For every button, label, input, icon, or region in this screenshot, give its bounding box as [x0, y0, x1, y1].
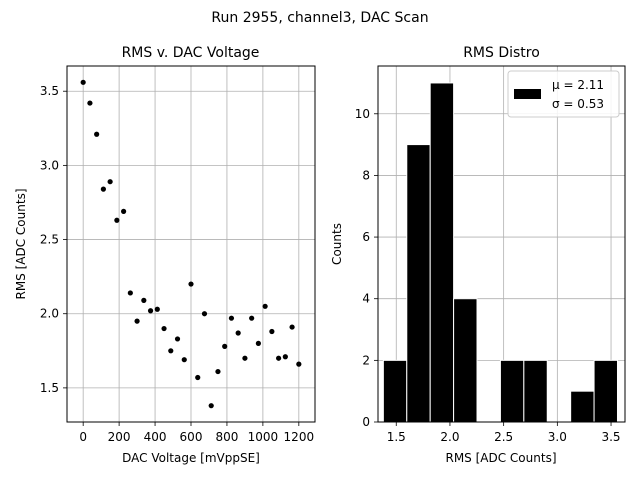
histogram-axes-frame — [377, 65, 626, 423]
y-tick-label: 3.5 — [40, 84, 59, 98]
histogram-bar — [429, 82, 455, 423]
y-tick-label: 8 — [362, 168, 370, 182]
histogram-bar — [382, 359, 408, 423]
histogram-bar — [499, 359, 525, 423]
scatter-point — [181, 357, 187, 363]
y-tick-label: 2.0 — [40, 307, 59, 321]
histogram-bar — [453, 298, 478, 423]
scatter-point — [269, 328, 275, 335]
histogram-bars — [382, 82, 618, 423]
x-tick-label: 1.5 — [387, 430, 406, 444]
scatter-point — [114, 217, 120, 223]
histogram-y-ticks: 0 2 4 6 8 10 — [355, 107, 378, 429]
x-tick-label: 0 — [79, 430, 87, 444]
figure-suptitle: Run 2955, channel3, DAC Scan — [211, 10, 428, 26]
y-tick-label: 10 — [355, 107, 370, 121]
histogram-x-ticks: 1.5 2.0 2.5 3.0 3.5 — [387, 422, 621, 444]
y-tick-label: 1.5 — [40, 381, 59, 395]
y-tick-label: 4 — [362, 292, 370, 306]
scatter-point — [262, 303, 268, 309]
scatter-points — [80, 79, 302, 409]
scatter-point — [141, 297, 147, 303]
y-tick-label: 6 — [362, 230, 370, 244]
scatter-point — [100, 186, 106, 192]
scatter-point — [208, 403, 214, 409]
x-tick-label: 2.0 — [440, 430, 459, 444]
x-tick-label: 3.5 — [601, 430, 620, 444]
scatter-point — [276, 355, 282, 361]
scatter-xlabel: DAC Voltage [mVppSE] — [122, 451, 260, 465]
scatter-grid — [67, 66, 315, 422]
scatter-point — [201, 311, 208, 317]
scatter-x-ticks: 0 200 400 600 800 1000 1200 — [79, 422, 314, 444]
y-tick-label: 2 — [362, 353, 370, 367]
histogram-bar — [570, 390, 595, 423]
histogram-panel: RMS Distro 1.5 2.0 2.5 3.0 3.5 0 2 4 6 8 10 RMS [… — [330, 45, 626, 465]
scatter-point — [188, 281, 194, 287]
scatter-point — [249, 315, 255, 321]
legend-swatch — [514, 89, 541, 99]
x-tick-label: 2.5 — [494, 430, 513, 444]
histogram-bar — [523, 359, 548, 423]
histogram-xlabel: RMS [ADC Counts] — [445, 451, 556, 465]
legend-box — [507, 70, 620, 118]
y-tick-label: 3.0 — [40, 158, 59, 172]
histogram-title: RMS Distro — [463, 45, 540, 61]
x-tick-label: 200 — [108, 430, 131, 444]
x-tick-label: 1200 — [284, 430, 315, 444]
scatter-point — [121, 208, 127, 214]
histogram-bar — [406, 144, 431, 423]
scatter-point — [255, 340, 261, 346]
scatter-point — [80, 79, 86, 85]
legend-mean: μ = 2.11 — [552, 78, 604, 92]
scatter-point — [195, 374, 201, 381]
x-tick-label: 1000 — [248, 430, 279, 444]
histogram-legend: μ = 2.11 σ = 0.53 — [507, 70, 620, 118]
scatter-point — [147, 308, 154, 314]
scatter-point — [242, 355, 248, 361]
x-tick-label: 400 — [144, 430, 167, 444]
scatter-point — [107, 179, 113, 185]
x-tick-label: 600 — [180, 430, 203, 444]
scatter-point — [235, 330, 241, 336]
scatter-panel: RMS v. DAC Voltage 0 200 400 600 800 1000 1200… — [14, 45, 316, 465]
scatter-point — [154, 306, 160, 312]
histogram-ylabel: Counts — [330, 223, 344, 265]
y-tick-label: 2.5 — [40, 233, 59, 247]
scatter-point — [161, 325, 167, 332]
scatter-point — [87, 100, 93, 106]
scatter-ylabel: RMS [ADC Counts] — [14, 188, 28, 299]
y-tick-label: 0 — [362, 415, 370, 429]
x-tick-label: 3.0 — [548, 430, 567, 444]
legend-sigma: σ = 0.53 — [552, 97, 604, 111]
scatter-y-ticks: 1.5 2.0 2.5 3.0 3.5 — [40, 84, 67, 395]
scatter-point — [127, 290, 133, 296]
scatter-point — [174, 336, 181, 342]
x-tick-label: 800 — [215, 430, 238, 444]
scatter-title: RMS v. DAC Voltage — [122, 45, 260, 61]
scatter-point — [222, 343, 228, 349]
scatter-point — [134, 318, 140, 324]
scatter-point — [215, 368, 221, 375]
scatter-point — [228, 315, 235, 321]
scatter-point — [94, 131, 100, 137]
scatter-point — [296, 361, 302, 367]
scatter-point — [168, 348, 174, 354]
scatter-point — [282, 354, 288, 360]
scatter-point — [289, 324, 295, 330]
histogram-bar — [593, 359, 618, 423]
